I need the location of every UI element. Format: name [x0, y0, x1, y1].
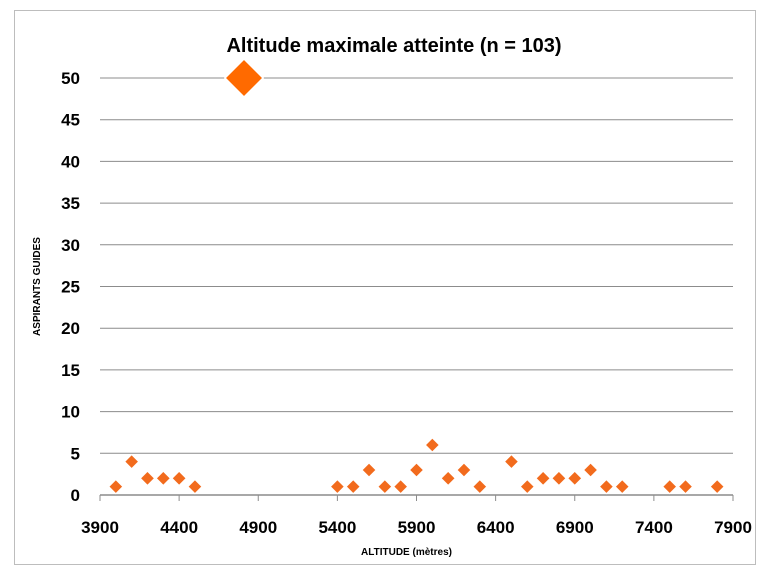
x-tick-label: 4400	[160, 518, 198, 537]
grid-lines	[100, 77, 733, 454]
data-point	[424, 437, 441, 453]
data-point	[329, 478, 346, 495]
data-point	[551, 470, 567, 487]
y-tick-label: 50	[61, 69, 80, 88]
y-tick-label: 30	[61, 236, 80, 255]
y-tick-label: 0	[71, 486, 80, 505]
y-axis-label: ASPIRANTS GUIDES	[32, 237, 43, 336]
data-point	[345, 478, 361, 495]
data-points	[108, 57, 725, 495]
x-axis-ticks: 3900 4400 4900 5400 5900 6400 6900 7400 7900	[81, 495, 752, 537]
data-point	[361, 462, 377, 478]
x-tick-label: 6400	[477, 518, 515, 537]
data-point	[377, 478, 393, 495]
x-tick-label: 6900	[556, 518, 594, 537]
chart-title: Altitude maximale atteinte (n = 103)	[226, 35, 561, 57]
data-point	[535, 470, 551, 487]
data-point	[123, 453, 140, 470]
data-point	[614, 478, 630, 495]
y-tick-label: 35	[61, 194, 80, 213]
chart-frame	[14, 10, 756, 565]
y-tick-label: 45	[61, 111, 80, 130]
y-tick-label: 5	[71, 444, 80, 463]
data-point	[139, 470, 156, 487]
x-axis-label: ALTITUDE (mètres)	[361, 547, 452, 558]
data-point	[661, 478, 678, 495]
data-point	[709, 478, 725, 495]
data-point-highlight	[223, 57, 265, 99]
data-point	[582, 462, 599, 478]
y-axis-ticks: 0 5 10 15 20 25 30 35 40 45 50	[61, 69, 80, 505]
x-tick-label: 3900	[81, 518, 119, 537]
data-point	[408, 462, 425, 478]
data-point	[108, 478, 124, 495]
data-point	[187, 478, 203, 495]
y-tick-label: 40	[61, 152, 80, 171]
data-point	[155, 470, 172, 487]
data-point	[440, 470, 456, 487]
data-point	[503, 453, 520, 470]
data-point	[472, 478, 488, 495]
data-point	[519, 478, 535, 495]
data-point	[567, 470, 583, 487]
y-tick-label: 25	[61, 278, 80, 297]
x-tick-label: 7400	[635, 518, 673, 537]
data-point	[171, 470, 187, 487]
x-tick-label: 5400	[318, 518, 356, 537]
x-tick-label: 4900	[239, 518, 277, 537]
x-tick-label: 5900	[398, 518, 436, 537]
data-point	[392, 478, 409, 495]
y-tick-label: 20	[61, 319, 80, 338]
x-tick-label: 7900	[714, 518, 752, 537]
data-point	[598, 478, 615, 495]
data-point	[677, 478, 694, 495]
y-tick-label: 15	[61, 361, 80, 380]
y-tick-label: 10	[61, 403, 80, 422]
data-point	[456, 462, 472, 478]
